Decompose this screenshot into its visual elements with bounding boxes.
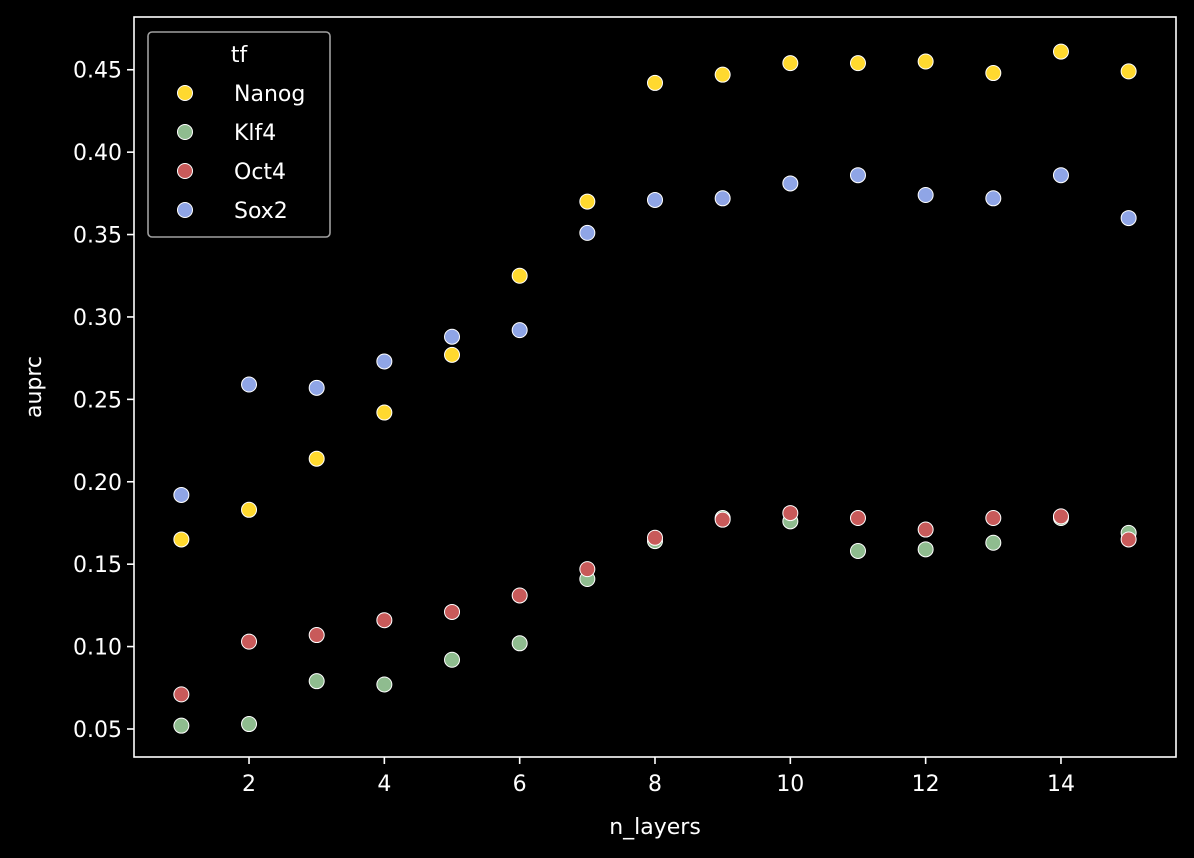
legend-marker-sox2: [177, 202, 193, 218]
point-sox2: [985, 190, 1002, 207]
point-nanog: [173, 531, 190, 548]
point-sox2: [579, 224, 596, 241]
y-tick-label: 0.40: [73, 141, 122, 166]
point-sox2: [917, 186, 934, 203]
point-nanog: [308, 450, 325, 467]
y-tick-label: 0.25: [73, 388, 122, 413]
point-klf4: [985, 534, 1002, 551]
y-axis-ticks: 0.05 0.10 0.15 0.20 0.25 0.30 0.35 0.40 0.45: [73, 59, 134, 743]
legend-label-klf4: Klf4: [234, 121, 276, 146]
plot-frame: [133, 16, 1177, 758]
x-axis-label: n_layers: [609, 815, 701, 840]
point-oct4: [173, 686, 190, 703]
point-klf4: [444, 651, 461, 668]
point-oct4: [849, 510, 866, 527]
point-klf4: [511, 635, 528, 652]
point-sox2: [1120, 210, 1137, 227]
legend-label-nanog: Nanog: [234, 82, 305, 107]
legend-marker-nanog: [177, 85, 193, 101]
y-tick-label: 0.20: [73, 471, 122, 496]
point-klf4: [241, 716, 258, 733]
legend-box: [147, 31, 331, 238]
x-tick-label: 6: [513, 772, 527, 797]
point-nanog: [917, 53, 934, 70]
point-nanog: [241, 501, 258, 518]
point-sox2: [714, 190, 731, 207]
point-nanog: [849, 55, 866, 72]
x-axis-ticks: 2 4 6 8 10 12 14: [242, 757, 1075, 797]
x-tick-label: 12: [912, 772, 940, 797]
point-oct4: [917, 521, 934, 538]
point-klf4: [308, 673, 325, 690]
point-oct4: [579, 561, 596, 578]
y-tick-label: 0.15: [73, 553, 122, 578]
point-sox2: [1052, 167, 1069, 184]
point-klf4: [376, 676, 393, 693]
y-tick-label: 0.45: [73, 59, 122, 84]
point-oct4: [376, 612, 393, 629]
y-axis-label: auprc: [22, 356, 47, 418]
point-oct4: [308, 627, 325, 644]
legend-label-oct4: Oct4: [234, 160, 286, 185]
point-nanog: [511, 267, 528, 284]
x-tick-label: 10: [776, 772, 804, 797]
point-nanog: [444, 346, 461, 363]
point-oct4: [1052, 508, 1069, 525]
x-tick-label: 14: [1047, 772, 1075, 797]
legend-items: Nanog Klf4 Oct4 Sox2: [177, 82, 305, 224]
legend: tf Nanog Klf4 Oct4 Sox2: [147, 31, 331, 238]
legend-label-sox2: Sox2: [234, 199, 288, 224]
point-oct4: [647, 529, 663, 546]
legend-title: tf: [231, 43, 249, 68]
point-oct4: [444, 603, 461, 620]
point-sox2: [647, 191, 663, 208]
point-klf4: [849, 542, 866, 559]
point-sox2: [444, 328, 461, 345]
x-tick-label: 4: [377, 772, 391, 797]
y-tick-label: 0.35: [73, 224, 122, 249]
x-tick-label: 2: [242, 772, 256, 797]
point-oct4: [985, 510, 1002, 527]
point-sox2: [782, 175, 799, 192]
point-sox2: [511, 322, 528, 339]
y-tick-label: 0.30: [73, 306, 122, 331]
point-sox2: [376, 353, 393, 370]
point-nanog: [579, 193, 596, 210]
point-sox2: [849, 167, 866, 184]
point-oct4: [241, 633, 258, 650]
point-nanog: [714, 66, 731, 83]
point-nanog: [1120, 63, 1137, 80]
point-nanog: [1052, 43, 1069, 60]
legend-marker-klf4: [177, 124, 193, 140]
point-oct4: [1120, 531, 1137, 548]
point-sox2: [308, 379, 325, 396]
point-klf4: [917, 541, 934, 558]
point-oct4: [511, 587, 528, 604]
data-points: [173, 43, 1137, 734]
point-nanog: [985, 65, 1002, 82]
point-nanog: [647, 74, 663, 91]
point-nanog: [782, 55, 799, 72]
legend-marker-oct4: [177, 163, 193, 179]
y-tick-label: 0.10: [73, 636, 122, 661]
x-tick-label: 8: [648, 772, 662, 797]
point-klf4: [173, 717, 190, 734]
point-oct4: [782, 505, 799, 522]
point-oct4: [714, 511, 731, 528]
point-sox2: [241, 376, 258, 393]
point-nanog: [376, 404, 393, 421]
point-sox2: [173, 486, 190, 503]
y-tick-label: 0.05: [73, 718, 122, 743]
